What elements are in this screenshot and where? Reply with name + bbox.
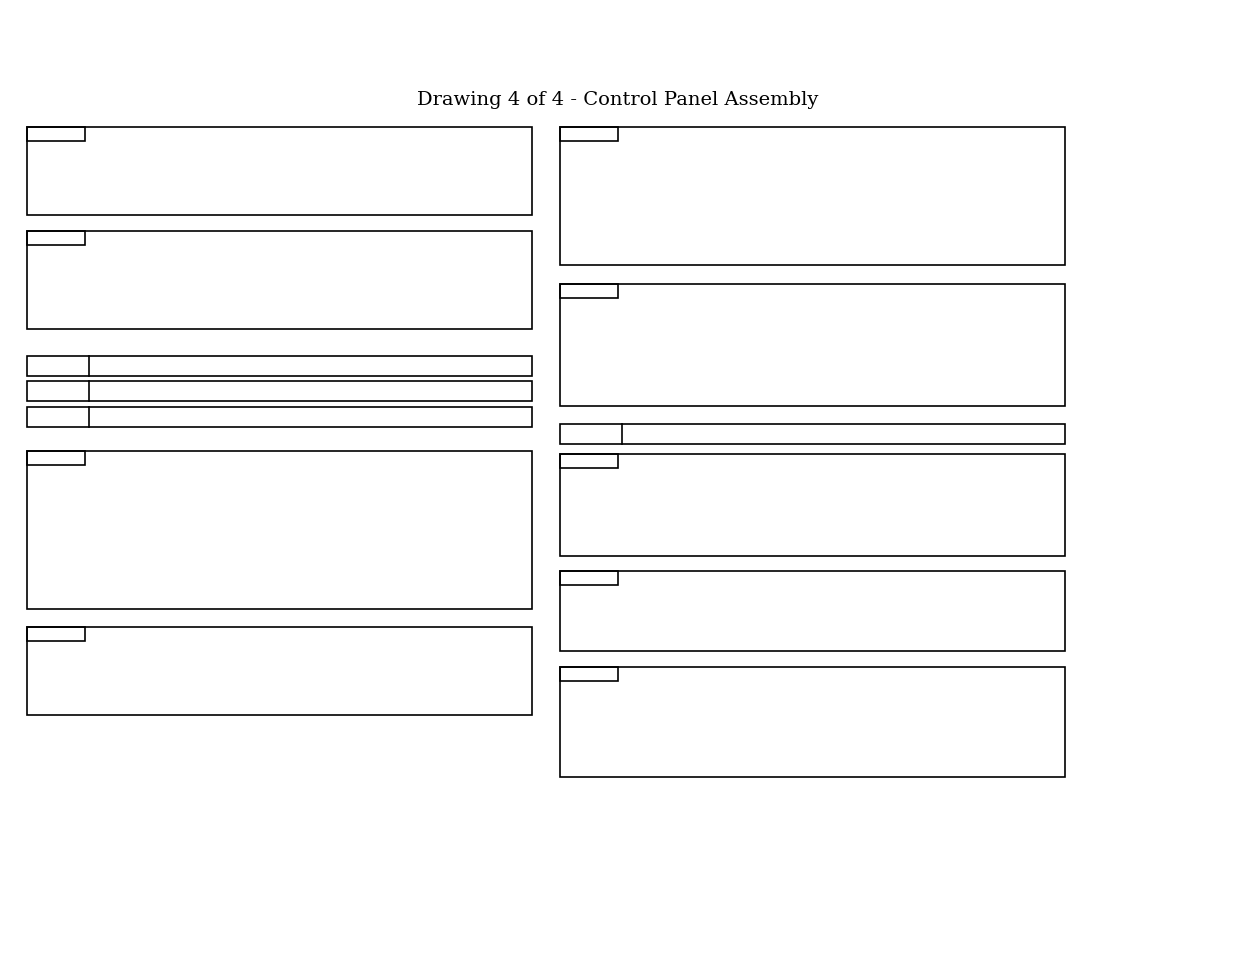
Bar	[559, 424, 1065, 444]
Bar	[559, 128, 618, 142]
Bar	[559, 285, 618, 298]
Bar	[559, 667, 618, 681]
Bar	[559, 572, 1065, 651]
Bar	[559, 128, 1065, 266]
Text: Drawing 4 of 4 - Control Panel Assembly: Drawing 4 of 4 - Control Panel Assembly	[417, 91, 819, 109]
Bar	[27, 627, 85, 641]
Bar	[559, 455, 618, 469]
Bar	[27, 408, 532, 428]
Bar	[27, 381, 532, 401]
Bar	[27, 128, 532, 215]
Bar	[27, 452, 85, 465]
Bar	[27, 232, 85, 246]
Bar	[559, 455, 1065, 557]
Bar	[27, 128, 85, 142]
Bar	[27, 452, 532, 609]
Bar	[27, 627, 532, 716]
Bar	[559, 285, 1065, 407]
Bar	[559, 667, 1065, 778]
Bar	[559, 572, 618, 585]
Bar	[27, 232, 532, 330]
Bar	[27, 356, 532, 376]
